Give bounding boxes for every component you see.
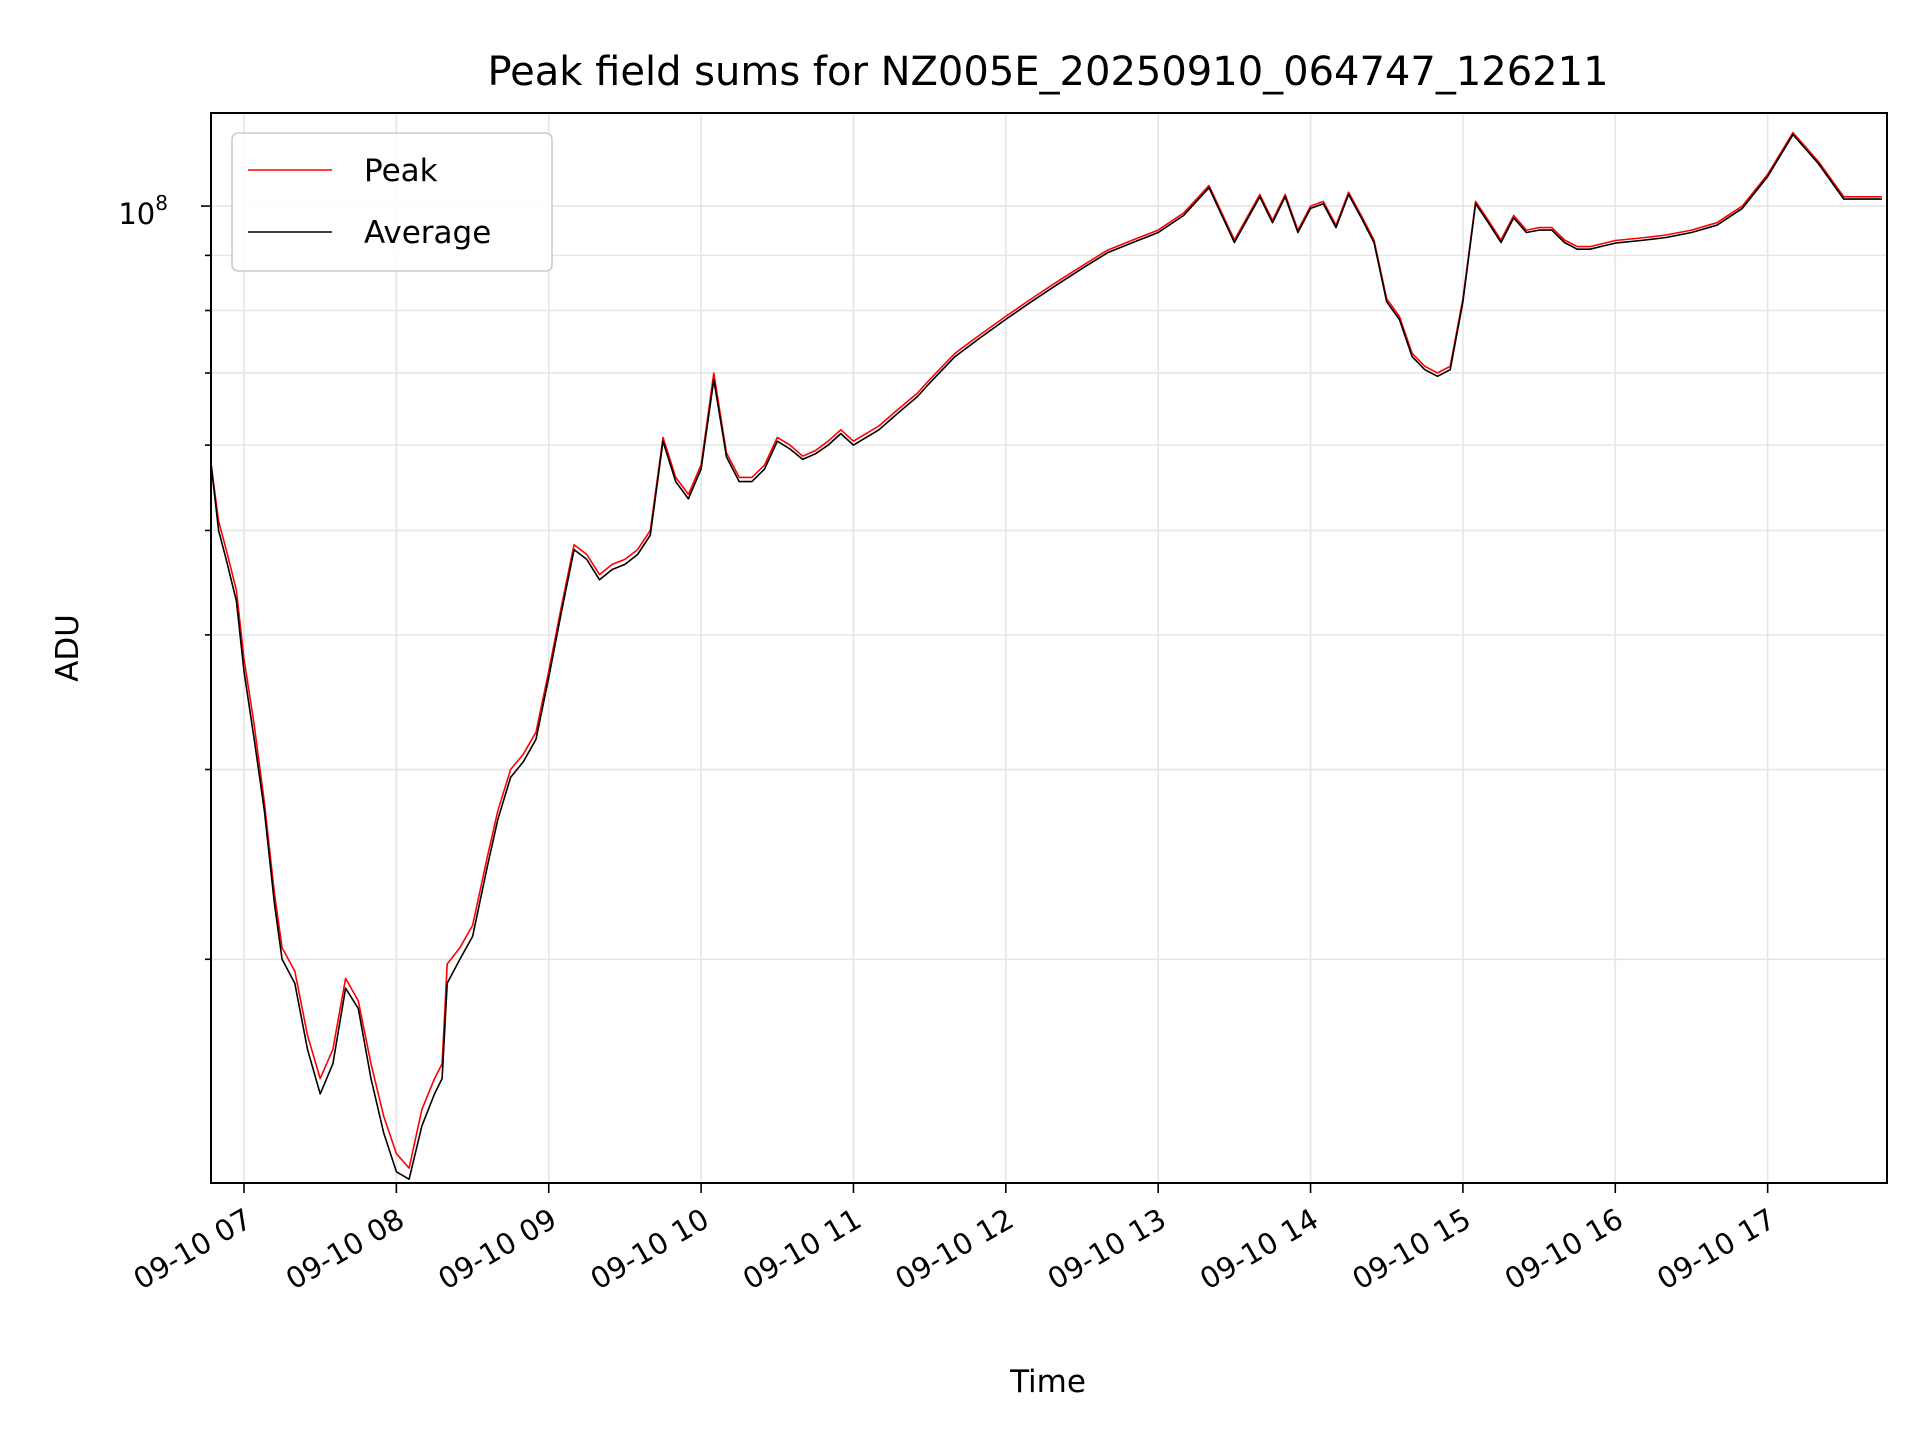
x-tick-label: 09-10 16	[1499, 1202, 1629, 1297]
legend-box	[231, 132, 553, 272]
x-tick-label: 09-10 11	[737, 1202, 867, 1297]
x-tick-label: 09-10 15	[1346, 1202, 1476, 1297]
x-axis-title: Time	[1009, 1364, 1086, 1400]
series-line-peak	[210, 131, 1882, 1169]
legend-label-average: Average	[364, 215, 491, 251]
y-axis-title: ADU	[50, 614, 86, 682]
x-tick-label: 09-10 13	[1042, 1202, 1172, 1297]
grid	[211, 113, 1887, 1183]
axis-ticks: 09-10 07 09-10 08 09-10 09 09-10 10 09-10 11…	[128, 205, 1781, 1297]
svg-text:108: 108	[118, 191, 168, 231]
x-tick-label: 09-10 08	[280, 1202, 410, 1297]
x-tick-label: 09-10 09	[432, 1202, 562, 1297]
y-tick-label-1e8: 108	[118, 191, 168, 231]
x-tick-label: 09-10 10	[585, 1202, 715, 1297]
x-tick-label: 09-10 17	[1651, 1202, 1781, 1297]
x-tick-label: 09-10 12	[889, 1202, 1019, 1297]
legend-label-peak: Peak	[364, 153, 438, 189]
legend: Peak Average	[231, 132, 553, 272]
x-tick-label: 09-10 07	[128, 1202, 258, 1297]
plot-area-frame	[210, 112, 1888, 1184]
series-line-average	[210, 133, 1882, 1180]
y-tick-base: 10	[118, 197, 155, 231]
series-lines	[210, 131, 1882, 1180]
y-tick-exponent: 8	[155, 191, 168, 215]
x-tick-label: 09-10 14	[1194, 1202, 1324, 1297]
chart-title: Peak field sums for NZ005E_20250910_0647…	[487, 49, 1608, 95]
